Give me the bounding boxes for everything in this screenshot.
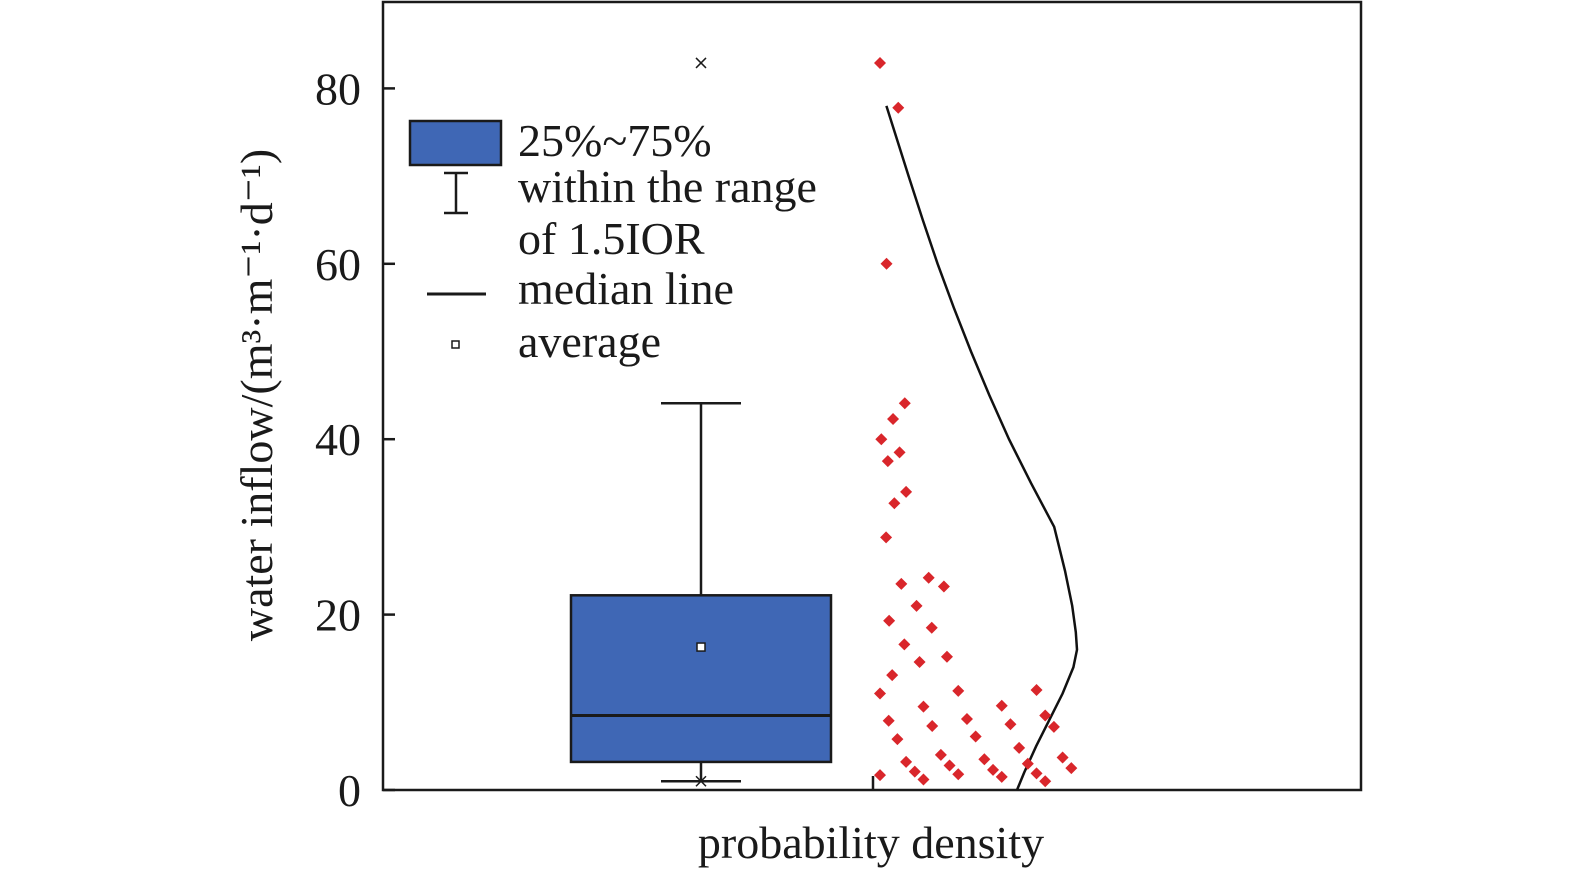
data-point [895,577,908,590]
data-point [940,650,953,663]
data-point [926,719,939,732]
y-tick-label: 60 [315,239,361,290]
data-point [995,699,1008,712]
data-point [1021,757,1034,770]
y-tick-label: 20 [315,590,361,641]
data-point [888,497,901,510]
x-axis-label: probability density [698,817,1044,868]
data-points [874,56,1078,788]
data-point [1030,684,1043,697]
data-point [987,763,1000,776]
data-point [910,599,923,612]
data-point [943,759,956,772]
data-point [952,768,965,781]
data-point [1030,767,1043,780]
data-point [960,712,973,725]
data-point [880,531,893,544]
data-point [900,485,913,498]
data-point [900,755,913,768]
data-point [913,655,926,668]
legend-label: of 1.5IOR [518,213,705,264]
data-point [887,413,900,426]
legend-label: median line [518,263,734,314]
data-point [937,580,950,593]
data-point [1065,762,1078,775]
data-point [1004,718,1017,731]
y-axis: 0 20 40 60 80 [315,63,395,816]
data-point [978,753,991,766]
legend-box-marker [408,119,503,167]
data-point [1047,720,1060,733]
data-point [934,748,947,761]
legend-label: 25%~75% [518,115,712,166]
legend-label: average [518,316,661,367]
data-point [1039,709,1052,722]
y-axis-label: water inflow/(m³·m⁻¹·d⁻¹) [231,149,282,641]
marker-stroke [695,57,707,69]
data-point [898,397,911,410]
min-marker [695,775,707,787]
data-point [969,730,982,743]
data-point [891,733,904,746]
data-point [882,714,895,727]
data-point [898,638,911,651]
iqr-box [569,594,833,764]
data-point [875,433,888,446]
data-point [874,56,886,69]
data-point [881,455,894,468]
data-point [1056,751,1069,764]
marker-stroke [695,775,707,787]
y-tick-label: 0 [338,765,361,816]
data-point [880,257,893,270]
data-point [874,769,886,782]
data-point [952,684,965,697]
density-curve [885,105,1079,791]
data-point [995,770,1008,783]
data-point [1039,775,1052,788]
data-point [908,765,921,778]
data-point [883,614,896,627]
legend-label: within the range [518,161,817,212]
y-tick-label: 40 [315,414,361,465]
data-point [917,773,930,786]
y-tick-label: 80 [315,63,361,114]
legend-average-marker [451,340,460,349]
data-point [922,571,935,584]
max-marker [695,57,707,69]
data-point [1013,741,1026,754]
plot-area: 0 20 40 60 80 [315,0,1363,816]
data-point [893,446,906,459]
box-plot [569,57,833,787]
data-point [917,700,930,713]
data-point [886,669,899,682]
data-point [892,101,905,114]
mean-marker [696,642,706,652]
data-point [874,687,886,700]
data-point [925,621,938,634]
